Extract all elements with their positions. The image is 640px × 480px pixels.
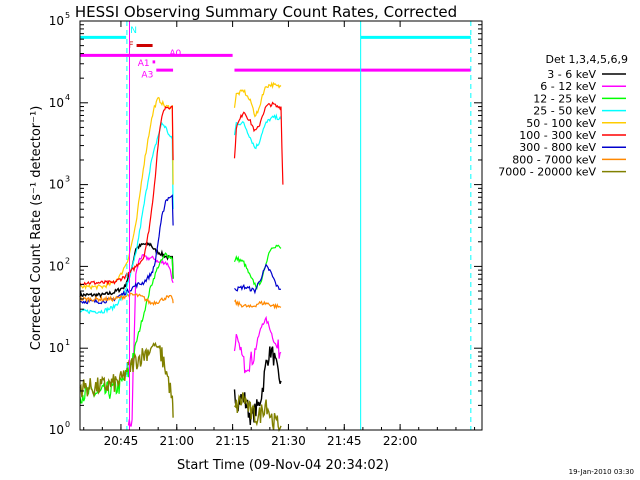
flag-label: A3 [141,70,153,80]
legend-label: 3 - 6 keV [547,68,596,81]
legend-title: Det 1,3,4,5,6,9 [545,53,628,66]
y-tick-exponent: 5 [65,11,70,20]
legend-label: 6 - 12 keV [540,80,596,93]
x-tick-label: 21:45 [327,434,362,448]
flag-label: A0 [169,49,181,59]
legend-label: 7000 - 20000 keV [498,166,596,179]
series-line [234,263,282,295]
flag-label: A1 [138,59,150,69]
series-12-25-keV [79,244,282,404]
x-axis-label: Start Time (09-Nov-04 20:34:02) [177,458,389,473]
series-line [127,253,174,427]
series-line [233,101,284,185]
series-line [79,194,174,305]
series-100-300-keV [79,101,284,286]
y-tick-label: 10 [49,96,64,110]
series-group [79,81,284,432]
flag-label: N [130,26,137,36]
y-tick-label: 10 [49,341,64,355]
y-tick-exponent: 3 [65,175,70,184]
legend-label: 100 - 300 keV [519,129,596,142]
y-tick-label: 10 [49,178,64,192]
series-800-7000-keV [79,292,282,310]
x-tick-label: 21:30 [271,434,306,448]
series-line [233,346,282,425]
series-line [79,341,174,418]
y-tick-exponent: 1 [65,338,70,347]
series-7000-20000-keV [79,341,282,432]
plot-frame [79,20,483,431]
x-axis-ticks: 20:45 21:00 21:15 21:30 21:45 22:00 [83,21,476,448]
legend-label: 50 - 100 keV [526,117,596,130]
series-line [233,244,282,291]
legend-label: 300 - 800 keV [519,141,596,154]
legend-label: 25 - 50 keV [533,105,596,118]
legend-label: 12 - 25 keV [533,92,596,105]
y-axis-label: Corrected Count Rate (s⁻¹ detector⁻¹) [29,106,44,351]
chart-title: HESSI Observing Summary Count Rates, Cor… [75,3,457,21]
series-line [233,113,282,150]
series-6-12-keV [127,253,282,427]
timestamp: 19-Jan-2010 03:30 [569,468,634,476]
x-tick-label: 22:00 [383,434,418,448]
mode-change-lines [126,21,472,430]
y-tick-label: 10 [49,259,64,273]
series-line [233,81,282,118]
x-tick-label: 20:45 [104,434,139,448]
x-tick-label: 21:15 [215,434,250,448]
y-tick-exponent: 2 [65,256,70,265]
flag-label: F [128,41,133,51]
legend-label: 800 - 7000 keV [512,153,596,166]
x-tick-label: 21:00 [159,434,194,448]
series-line [234,299,282,310]
y-tick-exponent: 0 [65,420,70,429]
series-line [234,392,282,432]
y-tick-label: 10 [49,423,64,437]
y-tick-exponent: 4 [65,93,70,102]
series-50-100-keV [79,81,282,291]
series-300-800-keV [79,194,282,305]
y-tick-label: 10 [49,14,64,28]
series-line [233,315,282,374]
series-line [79,96,174,291]
